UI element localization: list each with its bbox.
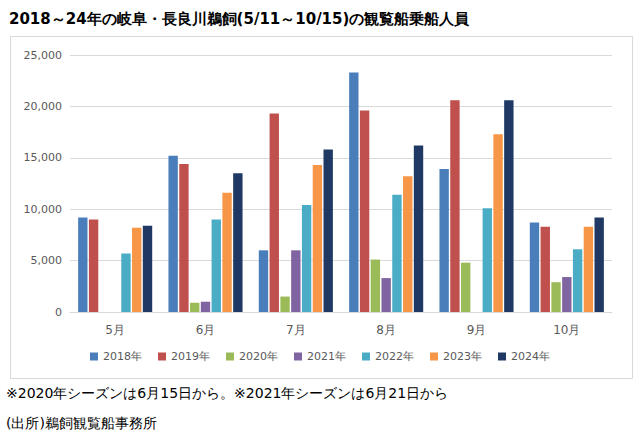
svg-text:2022年: 2022年 — [375, 350, 414, 363]
svg-text:5月: 5月 — [105, 323, 125, 337]
svg-text:6月: 6月 — [196, 323, 216, 337]
svg-text:2023年: 2023年 — [443, 350, 482, 363]
svg-text:※2020年シーズンは6月15日から。※2021年シーズンは: ※2020年シーズンは6月15日から。※2021年シーズンは6月21日から — [6, 385, 448, 401]
svg-text:9月: 9月 — [467, 323, 487, 337]
svg-text:2018～24年の岐阜・長良川鵜飼(5/11～10/15)の: 2018～24年の岐阜・長良川鵜飼(5/11～10/15)の観覧船乗船人員 — [9, 10, 470, 28]
svg-text:10月: 10月 — [553, 323, 580, 337]
svg-text:15,000: 15,000 — [24, 151, 63, 164]
svg-text:7月: 7月 — [286, 323, 306, 337]
svg-text:10,000: 10,000 — [24, 203, 63, 216]
svg-text:2024年: 2024年 — [511, 350, 550, 363]
svg-text:2021年: 2021年 — [307, 350, 346, 363]
svg-text:(出所)鵜飼観覧船事務所: (出所)鵜飼観覧船事務所 — [6, 415, 157, 431]
svg-text:2020年: 2020年 — [239, 350, 278, 363]
svg-text:2018年: 2018年 — [103, 350, 142, 363]
svg-text:25,000: 25,000 — [24, 49, 63, 62]
svg-text:5,000: 5,000 — [31, 254, 63, 267]
svg-text:8月: 8月 — [376, 323, 396, 337]
svg-text:0: 0 — [55, 306, 62, 319]
svg-text:20,000: 20,000 — [24, 100, 63, 113]
svg-text:2019年: 2019年 — [171, 350, 210, 363]
